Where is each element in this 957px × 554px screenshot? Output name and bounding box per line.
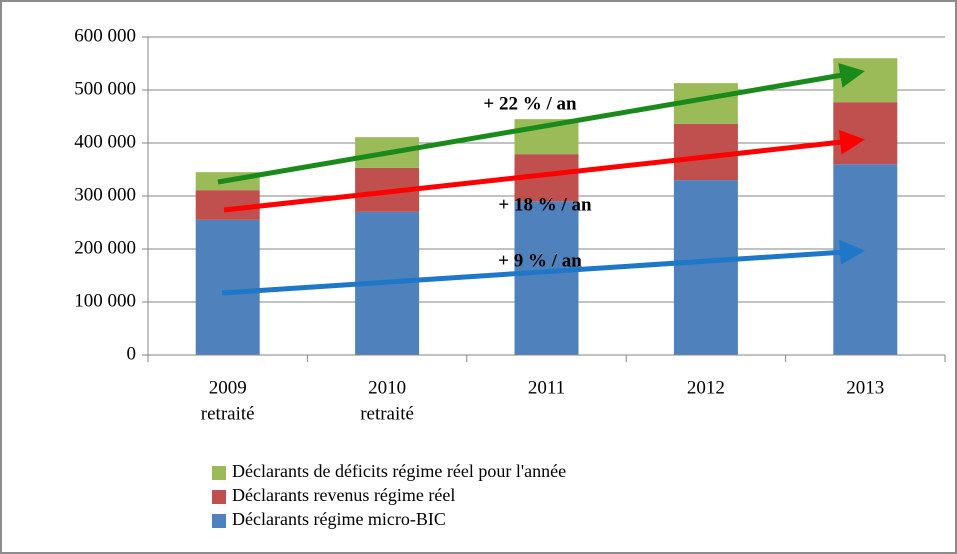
x-tick-label: 2011 [528, 377, 565, 398]
bar-segment [833, 164, 898, 355]
bar-segment [195, 219, 260, 355]
bar-segment [673, 123, 738, 181]
trend-arrow [217, 63, 865, 185]
x-tick-label: 2009 [209, 377, 247, 398]
x-tick-label: retraité [360, 403, 414, 424]
annotation: + 22 % / an [483, 93, 577, 114]
annotation: + 18 % / an [498, 194, 592, 215]
bar-segment [833, 102, 898, 165]
y-tick-label: 500 000 [74, 78, 136, 99]
x-tick-label: 2012 [687, 377, 725, 398]
bar-segment [833, 58, 898, 103]
bar-segment [514, 201, 579, 355]
bar-segment [673, 180, 738, 355]
legend-label: Déclarants revenus régime réel [232, 485, 455, 505]
y-tick-label: 400 000 [74, 131, 136, 152]
y-tick-label: 200 000 [74, 237, 136, 258]
trend-arrow [221, 239, 865, 296]
y-tick-label: 600 000 [74, 25, 136, 46]
y-tick-label: 100 000 [74, 290, 136, 311]
x-tick-label: 2013 [846, 377, 884, 398]
legend-swatch [212, 514, 226, 528]
y-tick-label: 300 000 [74, 184, 136, 205]
legend-label: Déclarants de déficits régime réel pour … [232, 461, 566, 481]
x-tick-label: retraité [201, 403, 255, 424]
legend-swatch [212, 490, 226, 504]
y-tick-label: 0 [127, 343, 137, 364]
annotation: + 9 % / an [498, 250, 582, 271]
legend-swatch [212, 466, 226, 480]
trend-arrow [223, 129, 865, 213]
x-tick-label: 2010 [368, 377, 406, 398]
legend-label: Déclarants régime micro-BIC [232, 509, 446, 529]
